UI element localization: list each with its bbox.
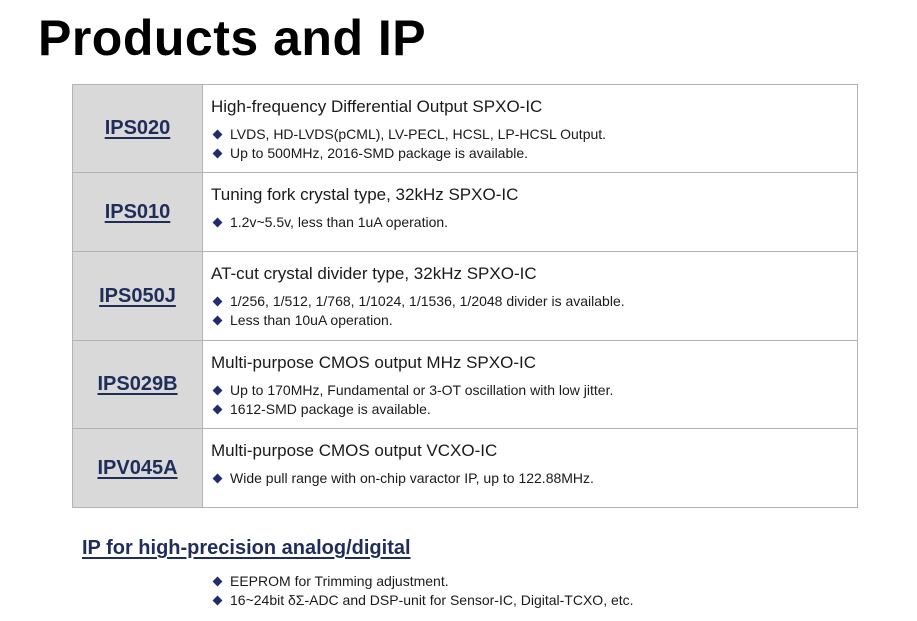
- bullet-item: 1.2v~5.5v, less than 1uA operation.: [211, 213, 857, 232]
- bullet-text: 1/256, 1/512, 1/768, 1/1024, 1/1536, 1/2…: [230, 293, 625, 309]
- bullet-item: 1612-SMD package is available.: [211, 400, 857, 419]
- bullet-item: Less than 10uA operation.: [211, 311, 857, 330]
- product-name-cell: IPS029B: [72, 340, 203, 429]
- product-bullet-list: Wide pull range with on-chip varactor IP…: [211, 469, 857, 488]
- bullet-text: 1.2v~5.5v, less than 1uA operation.: [230, 214, 449, 230]
- diamond-bullet-icon: [212, 385, 223, 396]
- diamond-bullet-icon: [212, 217, 223, 228]
- product-name: IPS050J: [99, 284, 176, 307]
- product-name: IPS010: [104, 200, 171, 223]
- bullet-text: Up to 500MHz, 2016-SMD package is availa…: [230, 145, 529, 161]
- product-bullet-list: 1.2v~5.5v, less than 1uA operation.: [211, 213, 857, 232]
- bullet-item: Up to 170MHz, Fundamental or 3-OT oscill…: [211, 381, 857, 400]
- product-row: IPS050J AT-cut crystal divider type, 32k…: [72, 251, 858, 341]
- bullet-text: LVDS, HD-LVDS(pCML), LV-PECL, HCSL, LP-H…: [230, 126, 607, 142]
- product-name-cell: IPS050J: [72, 251, 203, 341]
- product-row: IPS029B Multi-purpose CMOS output MHz SP…: [72, 340, 858, 429]
- bullet-item: Up to 500MHz, 2016-SMD package is availa…: [211, 144, 857, 163]
- product-bullet-list: Up to 170MHz, Fundamental or 3-OT oscill…: [211, 381, 857, 419]
- bullet-item: 16~24bit δΣ-ADC and DSP-unit for Sensor-…: [211, 591, 634, 610]
- ip-bullet-list: EEPROM for Trimming adjustment. 16~24bit…: [211, 572, 634, 610]
- bullet-item: LVDS, HD-LVDS(pCML), LV-PECL, HCSL, LP-H…: [211, 125, 857, 144]
- product-name-cell: IPS010: [72, 172, 203, 252]
- product-description: Multi-purpose CMOS output VCXO-IC: [211, 441, 498, 460]
- bullet-item: Wide pull range with on-chip varactor IP…: [211, 469, 857, 488]
- bullet-text: EEPROM for Trimming adjustment.: [230, 573, 449, 589]
- bullet-text: Up to 170MHz, Fundamental or 3-OT oscill…: [230, 382, 614, 398]
- bullet-text: 16~24bit δΣ-ADC and DSP-unit for Sensor-…: [230, 592, 634, 608]
- diamond-bullet-icon: [212, 296, 223, 307]
- page-title: Products and IP: [38, 10, 427, 66]
- product-description: AT-cut crystal divider type, 32kHz SPXO-…: [211, 264, 537, 283]
- product-row: IPS020 High-frequency Differential Outpu…: [72, 84, 858, 173]
- product-name-cell: IPS020: [72, 84, 203, 173]
- product-description: High-frequency Differential Output SPXO-…: [211, 97, 543, 116]
- bullet-item: EEPROM for Trimming adjustment.: [211, 572, 634, 591]
- diamond-bullet-icon: [212, 595, 223, 606]
- product-bullet-list: 1/256, 1/512, 1/768, 1/1024, 1/1536, 1/2…: [211, 292, 857, 330]
- product-description: Tuning fork crystal type, 32kHz SPXO-IC: [211, 185, 519, 204]
- bullet-text: 1612-SMD package is available.: [230, 401, 431, 417]
- bullet-item: 1/256, 1/512, 1/768, 1/1024, 1/1536, 1/2…: [211, 292, 857, 311]
- diamond-bullet-icon: [212, 576, 223, 587]
- product-description: Multi-purpose CMOS output MHz SPXO-IC: [211, 353, 536, 372]
- product-description-cell: Multi-purpose CMOS output MHz SPXO-IC Up…: [202, 340, 858, 429]
- bullet-text: Less than 10uA operation.: [230, 312, 393, 328]
- diamond-bullet-icon: [212, 404, 223, 415]
- diamond-bullet-icon: [212, 315, 223, 326]
- product-description-cell: Tuning fork crystal type, 32kHz SPXO-IC …: [202, 172, 858, 252]
- product-name-cell: IPV045A: [72, 428, 203, 508]
- product-description-cell: High-frequency Differential Output SPXO-…: [202, 84, 858, 173]
- product-description-cell: AT-cut crystal divider type, 32kHz SPXO-…: [202, 251, 858, 341]
- bullet-text: Wide pull range with on-chip varactor IP…: [230, 470, 594, 486]
- product-description-cell: Multi-purpose CMOS output VCXO-IC Wide p…: [202, 428, 858, 508]
- product-name: IPV045A: [97, 456, 178, 479]
- product-row: IPS010 Tuning fork crystal type, 32kHz S…: [72, 172, 858, 252]
- products-table: IPS020 High-frequency Differential Outpu…: [72, 84, 858, 508]
- product-bullet-list: LVDS, HD-LVDS(pCML), LV-PECL, HCSL, LP-H…: [211, 125, 857, 163]
- ip-section-heading: IP for high-precision analog/digital: [82, 537, 411, 559]
- product-name: IPS029B: [97, 373, 178, 395]
- product-row: IPV045A Multi-purpose CMOS output VCXO-I…: [72, 428, 858, 508]
- product-name: IPS020: [104, 117, 171, 139]
- diamond-bullet-icon: [212, 148, 223, 159]
- diamond-bullet-icon: [212, 473, 223, 484]
- diamond-bullet-icon: [212, 129, 223, 140]
